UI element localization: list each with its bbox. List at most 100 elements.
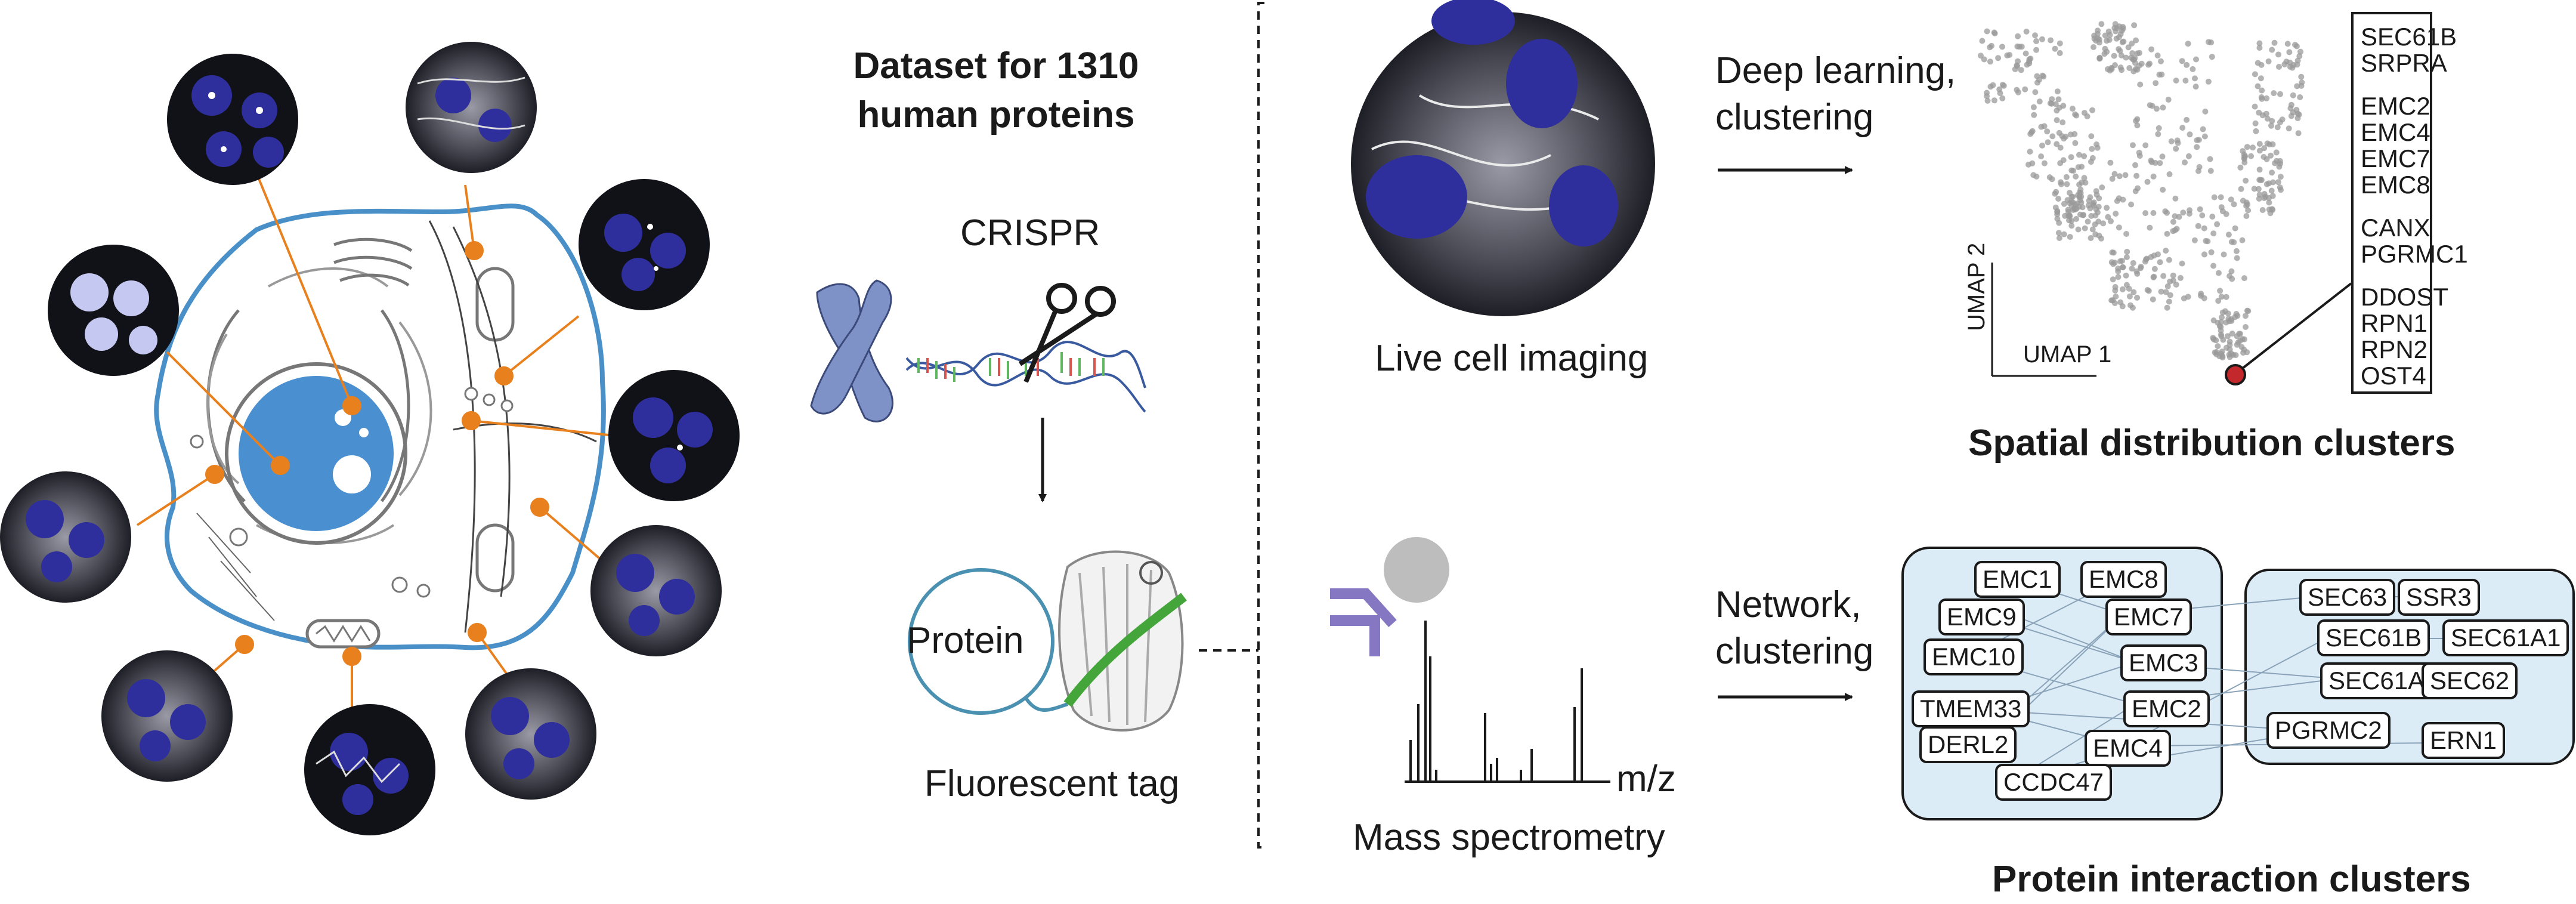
umap-point [2166,257,2172,263]
umap-point [2215,298,2222,304]
mass-spectrum [1405,621,1610,783]
mass-spec-label: Mass spectrometry [1353,817,1665,858]
umap-point [2075,164,2082,171]
umap-point [2177,274,2184,281]
umap-point [2095,27,2101,34]
umap-point [2228,196,2234,203]
umap-point [2112,62,2118,69]
umap-point [2219,208,2226,214]
gene-name: SRPRA [2361,49,2447,77]
micrograph-image [579,179,710,310]
gene-name: EMC4 [2361,118,2430,146]
umap-point [2029,160,2036,166]
umap-point [2195,223,2201,229]
umap-point [2022,86,2028,92]
umap-point [2288,113,2294,119]
umap-point [2263,181,2270,187]
umap-point [2184,61,2190,68]
umap-point [2038,153,2045,160]
umap-point [2061,231,2067,237]
umap-point [2239,237,2246,243]
umap-point [2104,66,2111,72]
umap-point [1987,58,1993,65]
umap-point [2151,266,2158,272]
umap-point [2138,60,2145,67]
umap-point [2242,313,2249,319]
umap-point [2215,319,2221,326]
umap-point [2237,337,2244,344]
umap-point [2269,169,2275,176]
umap-point [2264,115,2271,122]
umap-point [2165,97,2172,103]
umap-point [2045,139,2051,146]
umap-point [2274,124,2281,131]
umap-point [2194,144,2200,150]
umap-point [2226,338,2233,345]
umap-point [2039,72,2046,79]
umap-point [2172,195,2179,202]
umap-point [2033,38,2040,44]
umap-point [2145,288,2152,294]
umap-point [2274,158,2280,164]
umap-point [2217,288,2224,294]
umap-point [2262,193,2269,200]
umap-point [2173,78,2179,84]
fluorescent-tag-label: Fluorescent tag [924,763,1180,804]
umap-point [2142,210,2149,217]
umap-point [2226,273,2233,279]
umap-point [2123,54,2129,61]
umap-point [2082,225,2088,232]
umap-point [2109,249,2116,255]
umap-point [2164,209,2170,216]
umap-point [2201,133,2208,140]
umap-point [2259,207,2266,213]
umap-point [2133,268,2140,274]
umap-point [1989,42,1994,49]
mz-label: m/z [1616,758,1676,800]
umap-point [2258,61,2265,68]
protein-circle [908,568,1054,715]
umap-point [2085,202,2092,209]
umap-point [2120,38,2127,45]
micrograph-image [167,54,298,185]
umap-point [2298,73,2305,80]
umap-point [2089,107,2095,113]
umap-point [2074,192,2081,199]
umap-point [2252,120,2259,127]
umap-point [2205,78,2212,85]
umap-point [2068,193,2075,200]
umap-point [2110,276,2116,283]
spatial-title: Spatial distribution clusters [1968,422,2456,464]
highlight-point [2225,364,2246,385]
umap-point [2201,251,2207,258]
umap-point [2058,181,2064,187]
umap-point [2089,226,2096,233]
umap-point [2126,65,2133,71]
umap-point [2210,335,2216,341]
umap-point [2086,198,2092,204]
umap-point [2064,181,2070,187]
umap-point [2137,81,2144,88]
umap-point [2147,102,2153,109]
umap-point [2132,55,2138,61]
umap-point [2240,198,2246,204]
umap-point [2004,52,2011,58]
umap-point [2054,88,2061,95]
umap-point [2218,350,2225,357]
umap-point [2222,308,2228,314]
umap-point [2268,152,2274,159]
network-line2: clustering [1715,631,1874,672]
umap-point [2114,198,2120,204]
protein-node: PGRMC2 [2266,712,2391,749]
umap-point [2192,75,2198,82]
umap-point [2210,263,2217,269]
live-cell-image [1351,0,1655,316]
umap-point [2044,128,2051,135]
umap-point [2269,47,2275,53]
umap-point [2167,278,2173,285]
highlight-leader [2235,282,2352,374]
organelle-pointers [136,172,615,710]
umap-point [2157,160,2163,166]
umap-point [2232,225,2238,232]
umap-point [2174,137,2181,144]
